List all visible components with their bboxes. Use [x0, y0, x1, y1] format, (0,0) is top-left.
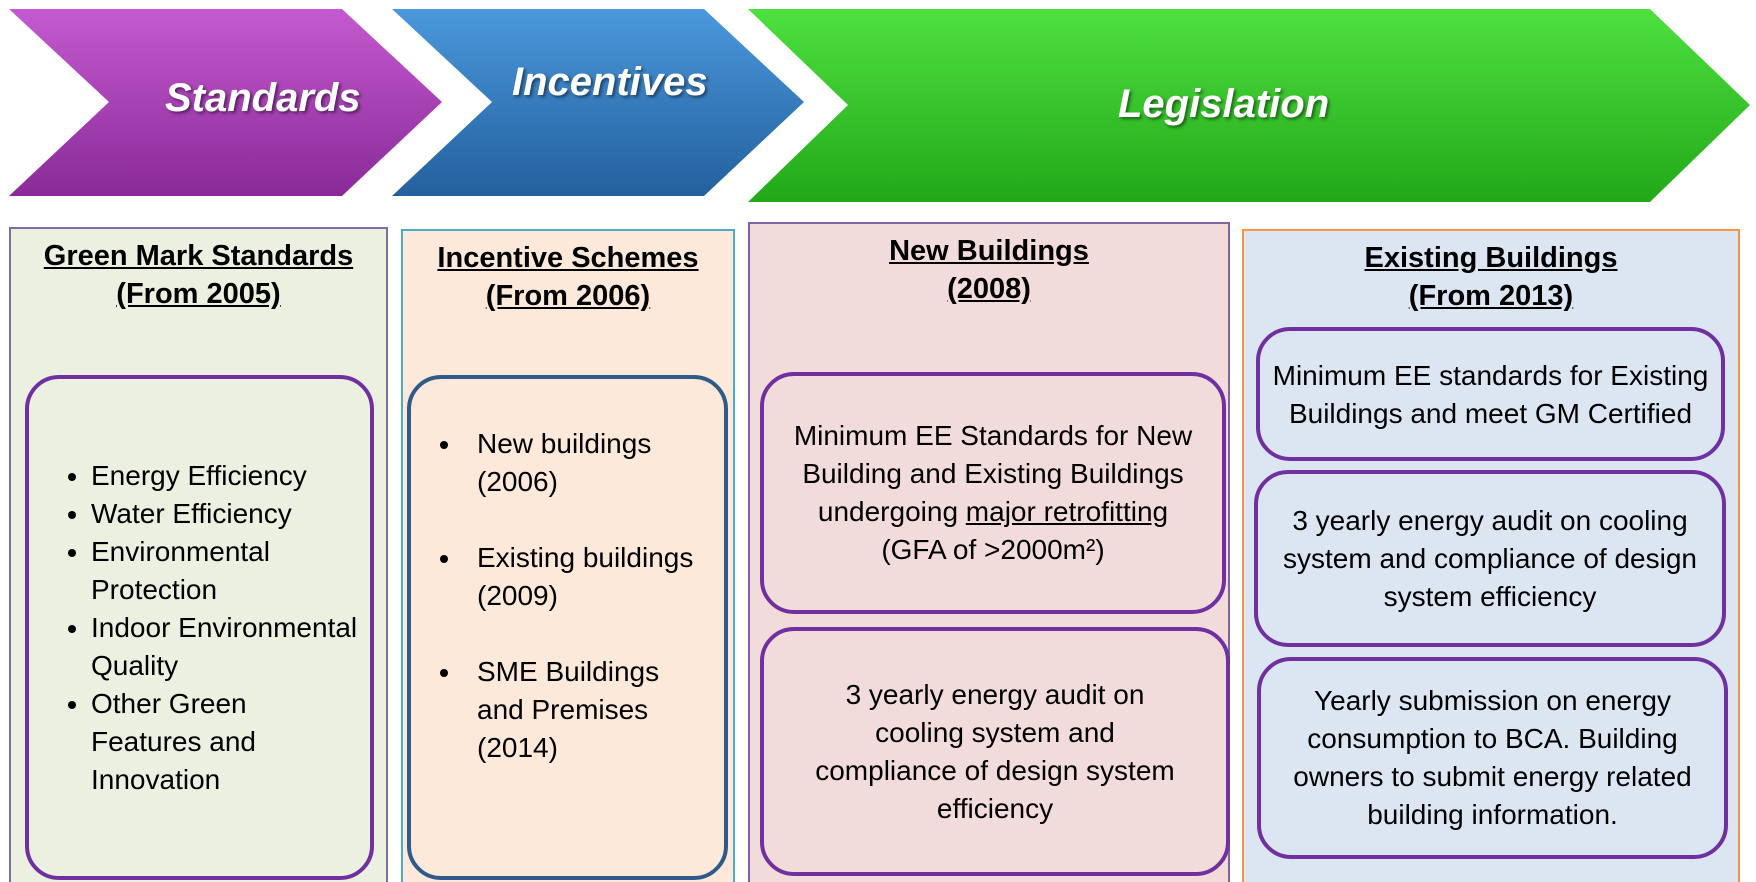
heading: New Buildings (2008) — [889, 235, 1089, 305]
chevron — [9, 9, 442, 196]
column: Green Mark Standards (From 2005) — [9, 227, 388, 882]
chevron-bar — [9, 9, 1750, 202]
bullet: SME Buildings and Premises (2014) — [463, 653, 713, 767]
bullet-list: New buildings (2006) Existing buildings … — [419, 425, 713, 767]
bullet: Water Efficiency — [91, 495, 362, 533]
heading: Existing Buildings (From 2013) — [1364, 242, 1618, 312]
bullet: Indoor Environmental Quality — [91, 609, 362, 685]
column: New Buildings (2008) — [748, 222, 1230, 882]
content-box: 3 yearly energy audit on cooling system … — [1254, 470, 1726, 647]
bullet: New buildings (2006) — [463, 425, 713, 501]
chevron — [748, 9, 1750, 202]
chevron — [392, 9, 804, 196]
bullet: Other Green Features and Innovation — [91, 685, 362, 799]
box-text: Minimum EE standards for Existing Buildi… — [1272, 360, 1709, 429]
content-box: New buildings (2006) Existing buildings … — [407, 375, 728, 880]
content-box: Yearly submission on energy consumption … — [1257, 657, 1728, 859]
chevron-label: Legislation — [1118, 82, 1330, 126]
bullet: Environmental Protection — [91, 533, 362, 609]
box-text: 3 yearly energy audit on cooling system … — [1283, 504, 1697, 612]
box-text: Yearly submission on energy consumption … — [1293, 685, 1692, 830]
column: Existing Buildings (From 2013) — [1242, 229, 1740, 882]
bullet: Existing buildings (2009) — [463, 539, 713, 615]
box-text: Minimum EE Standards for New Building an… — [793, 420, 1193, 565]
chevron-label: Standards — [165, 76, 361, 120]
content-box: 3 yearly energy audit on cooling system … — [760, 627, 1230, 876]
column: Incentive Schemes (From 2006) — [401, 229, 735, 882]
heading: Incentive Schemes (From 2006) — [437, 242, 699, 312]
content-box: Minimum EE Standards for New Building an… — [760, 372, 1226, 614]
chevron-label: Incentives — [512, 60, 708, 104]
bullet-list: Energy Efficiency Water Efficiency Envir… — [37, 457, 362, 799]
heading: Green Mark Standards (From 2005) — [43, 240, 354, 310]
content-box: Minimum EE standards for Existing Buildi… — [1256, 327, 1725, 461]
box-text: 3 yearly energy audit on cooling system … — [815, 678, 1175, 824]
bullet: Energy Efficiency — [91, 457, 362, 495]
content-box: Energy Efficiency Water Efficiency Envir… — [25, 375, 374, 880]
